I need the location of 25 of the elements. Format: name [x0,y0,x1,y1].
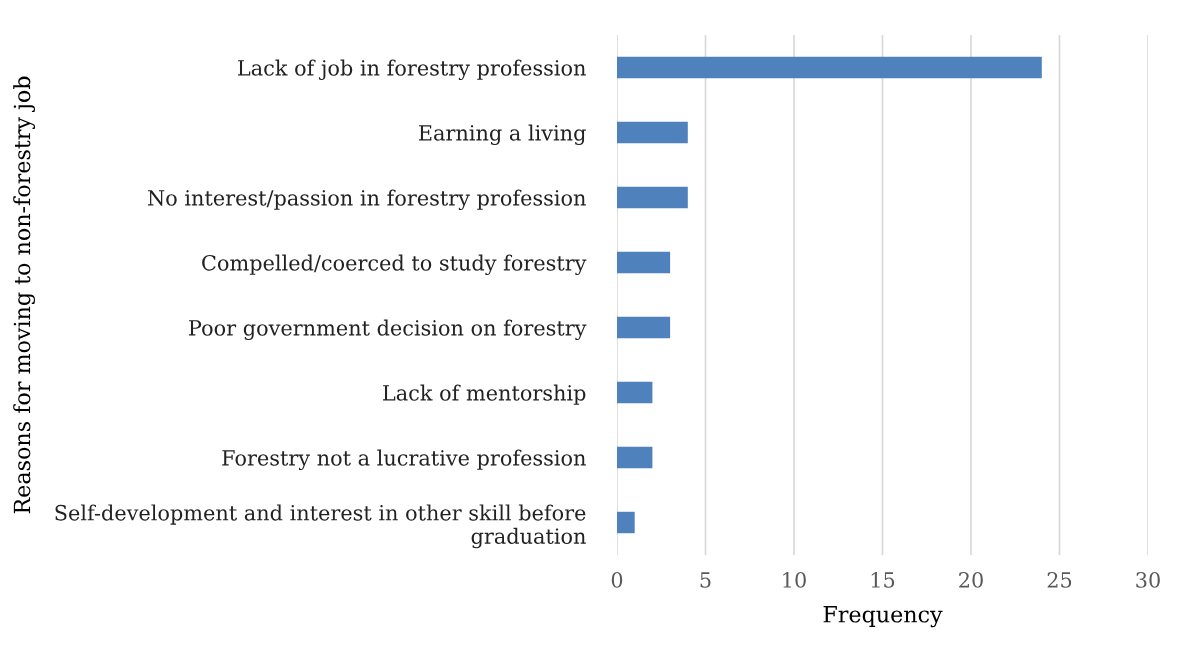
x-tick-label: 20 [959,572,983,588]
bar [617,56,1042,79]
x-tick-label: 0 [611,572,623,588]
y-tick-label: Forestry not a lucrative profession [222,449,586,471]
y-tick-label: Lack of job in forestry profession [238,59,586,81]
x-tick-label: 30 [1136,572,1160,588]
y-tick-label: Poor government decision on forestry [189,319,587,341]
bar [617,316,671,339]
y-tick-label: Compelled/coerced to study forestry [202,254,587,276]
bar [617,186,688,209]
y-tick-label: No interest/passion in forestry profession [147,189,586,211]
x-tick-label: 10 [783,572,806,588]
bar [617,511,635,534]
bar [617,121,688,144]
x-tick-label: 25 [1047,572,1072,588]
y-tick-label: Self-development and interest in other skill before graduation [55,504,586,549]
x-tick-label: 15 [871,572,895,588]
x-axis-title: Frequency [823,606,943,628]
x-tick-label: 5 [700,572,711,588]
bar [617,381,653,404]
bar [617,251,671,274]
bar [617,446,653,469]
y-tick-label: Earning a living [418,124,586,146]
y-tick-label: Lack of mentorship [383,384,586,405]
y-axis-title: Reasons for moving to non-forestry job [13,76,35,514]
